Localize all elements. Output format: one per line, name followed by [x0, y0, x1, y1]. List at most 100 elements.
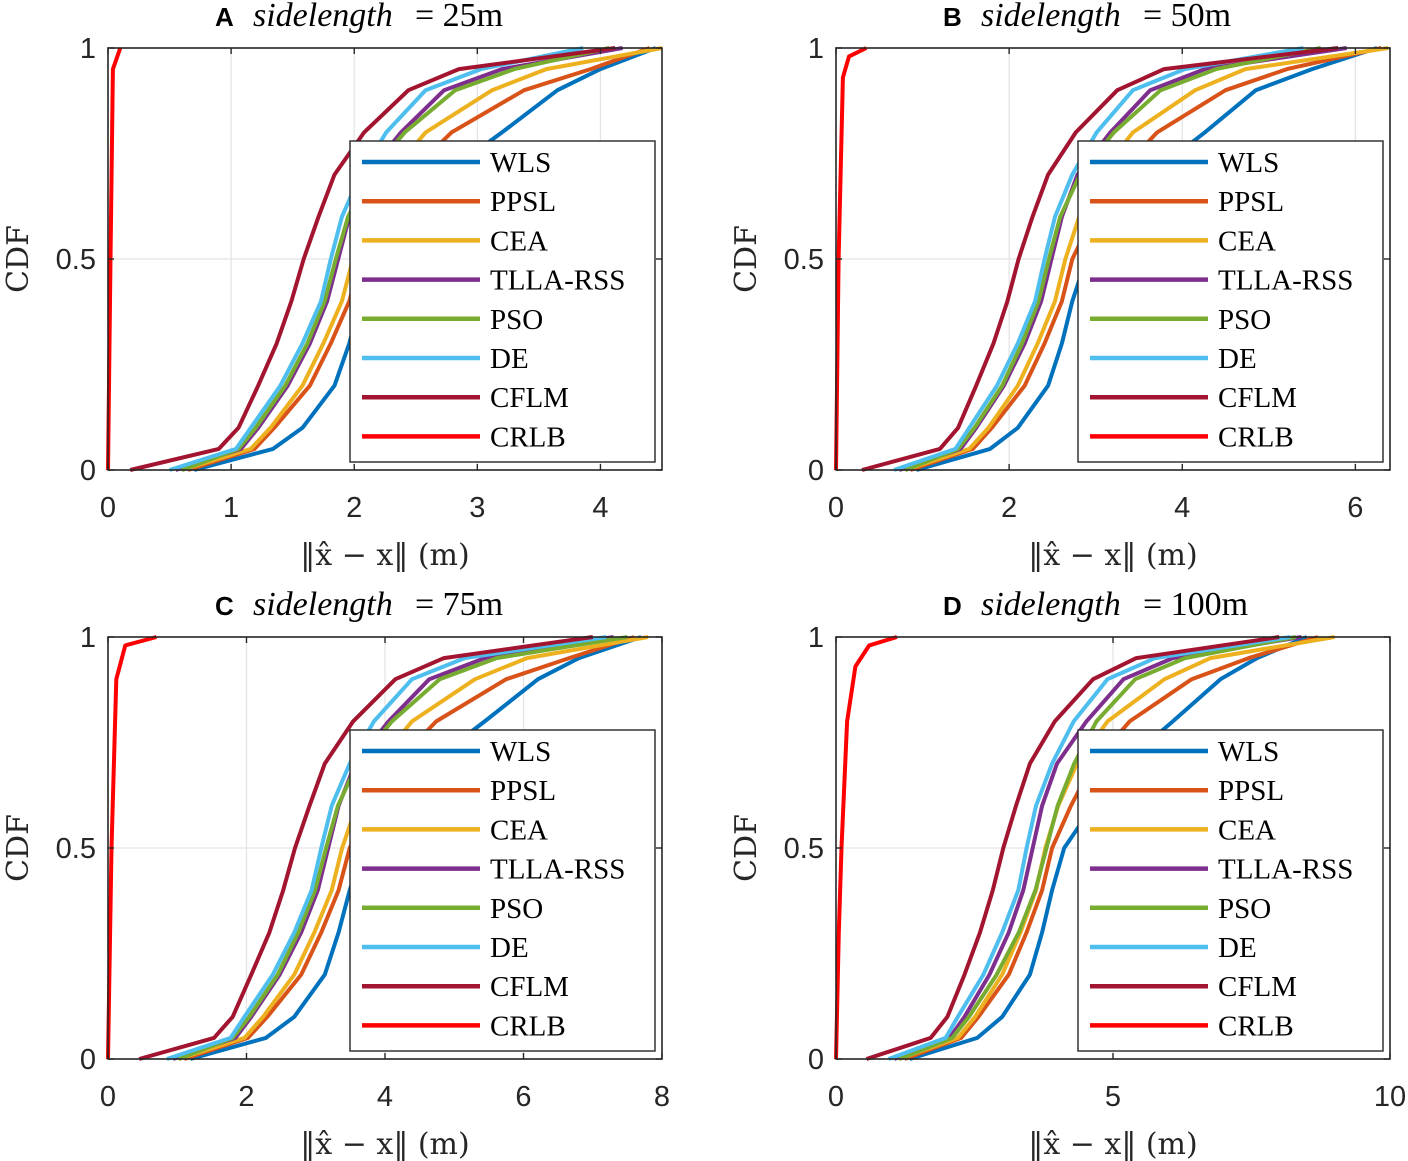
title-variable: sidelength	[253, 0, 393, 34]
legend-item: TLLA-RSS	[362, 854, 625, 886]
legend-item: DE	[362, 932, 529, 964]
y-axis-label: CDF	[729, 814, 764, 882]
title-value: = 100m	[1143, 586, 1248, 623]
legend-item: PSO	[362, 304, 543, 336]
legend-item: WLS	[1090, 147, 1279, 179]
y-tick-label: 0	[808, 1044, 824, 1076]
legend-item: DE	[1090, 932, 1257, 964]
legend-item: DE	[362, 343, 529, 375]
subplot-d: 0 5 10 0 0.5 1 ‖x̂ − x‖ (m) CDF D sidelength = 100…	[729, 586, 1406, 1161]
legend: WLS PPSL CEA TLLA-RSS PSO DE CFLM CRLB	[349, 729, 656, 1052]
legend-item: WLS	[1090, 736, 1279, 768]
x-tick-label: 8	[654, 1081, 670, 1113]
x-tick-label: 0	[828, 1081, 844, 1113]
legend-item: CRLB	[1090, 1010, 1294, 1042]
legend-box	[349, 140, 656, 463]
legend-label: WLS	[490, 736, 551, 768]
series-line-wls	[909, 635, 1308, 1061]
panel-label: C	[215, 591, 234, 621]
series-line-cflm	[865, 635, 1280, 1061]
y-tick-label: 0	[80, 455, 96, 487]
series-line-pso	[181, 46, 610, 472]
legend-item: PPSL	[1090, 186, 1284, 218]
legend-label: PPSL	[1218, 775, 1284, 807]
x-tick-label: 2	[238, 1081, 254, 1113]
x-axis-label: ‖x̂ − x‖ (m)	[1028, 1127, 1197, 1161]
legend-label: PSO	[490, 304, 543, 336]
series-line-crlb	[834, 46, 868, 471]
legend-item: CEA	[362, 814, 548, 846]
legend-item: PPSL	[1090, 775, 1284, 807]
x-tick-label: 0	[828, 492, 844, 524]
title-variable: sidelength	[981, 586, 1121, 623]
legend-item: PSO	[1090, 304, 1271, 336]
legend-label: TLLA-RSS	[490, 854, 625, 886]
legend-item: DE	[1090, 343, 1257, 375]
x-tick-label: 0	[100, 492, 116, 524]
panel-label: D	[943, 591, 962, 621]
legend-label: PPSL	[490, 186, 556, 218]
series-line-cflm	[138, 635, 594, 1061]
legend-box	[1077, 140, 1384, 463]
legend-item: PPSL	[362, 775, 556, 807]
y-axis-label: CDF	[1, 814, 36, 882]
legend-label: CEA	[490, 225, 548, 257]
x-tick-label: 6	[1347, 492, 1363, 524]
x-tick-label: 2	[346, 492, 362, 524]
title-value: = 50m	[1143, 0, 1231, 34]
series-line-pso	[904, 46, 1322, 472]
y-axis-label: CDF	[729, 225, 764, 293]
legend-item: CEA	[1090, 225, 1276, 257]
series-line-crlb	[106, 47, 123, 471]
legend-item: TLLA-RSS	[1090, 854, 1353, 886]
x-axis-label: ‖x̂ − x‖ (m)	[1028, 538, 1197, 573]
y-tick-label: 0	[808, 455, 824, 487]
subplot-a: 0 1 2 3 4 0 0.5 1 ‖x̂ − x‖ (m) CDF A sidelength = 25…	[1, 0, 663, 573]
series-line-crlb	[834, 635, 898, 1060]
y-tick-label: 0	[80, 1044, 96, 1076]
legend-item: PSO	[362, 893, 543, 925]
series-line-de	[168, 46, 584, 472]
series-line-tlla-rss	[175, 46, 623, 472]
legend-label: DE	[490, 343, 529, 375]
legend-item: PPSL	[362, 186, 556, 218]
legend-label: CEA	[490, 814, 548, 846]
legend-item: CFLM	[362, 971, 569, 1003]
legend-label: CEA	[1218, 814, 1276, 846]
legend: WLS PPSL CEA TLLA-RSS PSO DE CFLM CRLB	[1077, 140, 1384, 463]
legend-label: PSO	[1218, 304, 1271, 336]
y-tick-label: 0.5	[56, 833, 96, 865]
legend: WLS PPSL CEA TLLA-RSS PSO DE CFLM CRLB	[1077, 729, 1384, 1052]
y-tick-label: 1	[80, 33, 96, 65]
title-value: = 75m	[415, 586, 503, 623]
legend-item: CRLB	[362, 1010, 566, 1042]
legend-item: CRLB	[362, 421, 566, 453]
x-tick-label: 4	[1174, 492, 1190, 524]
series-line-tlla-rss	[893, 635, 1302, 1061]
legend-label: WLS	[1218, 736, 1279, 768]
legend-label: CRLB	[490, 421, 566, 453]
y-tick-label: 0.5	[784, 833, 824, 865]
series-line-cea	[904, 46, 1389, 472]
legend-label: PPSL	[1218, 186, 1284, 218]
series-line-cflm	[129, 46, 616, 472]
legend-item: PSO	[1090, 893, 1271, 925]
legend-label: WLS	[490, 147, 551, 179]
legend-item: CFLM	[362, 382, 569, 414]
legend-item: CRLB	[1090, 421, 1294, 453]
series-line-ppsl	[909, 46, 1382, 472]
legend-box	[1077, 729, 1384, 1052]
series-line-de	[166, 635, 607, 1061]
x-tick-label: 5	[1105, 1081, 1121, 1113]
legend-label: TLLA-RSS	[1218, 854, 1353, 886]
legend-item: TLLA-RSS	[1090, 265, 1353, 297]
panel-label: B	[943, 2, 962, 32]
y-tick-label: 1	[808, 33, 824, 65]
x-tick-label: 1	[223, 492, 239, 524]
legend-label: PPSL	[490, 775, 556, 807]
subplot-c: 0 2 4 6 8 0 0.5 1 ‖x̂ − x‖ (m) CDF C sidelength = 75…	[1, 586, 670, 1161]
legend-label: CFLM	[1218, 382, 1297, 414]
series-line-pso	[898, 635, 1297, 1061]
x-tick-label: 4	[592, 492, 608, 524]
